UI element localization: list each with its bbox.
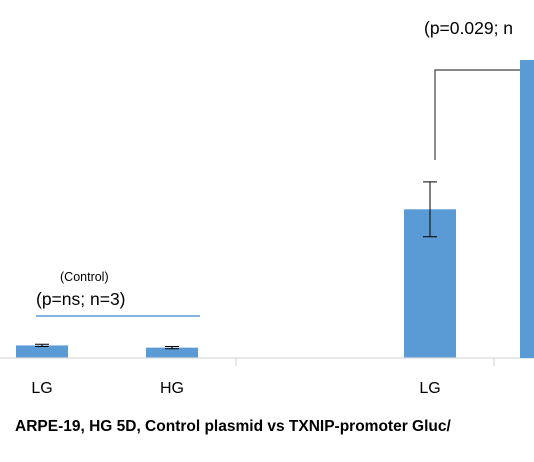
bar-partial (520, 60, 534, 358)
x-tick-label: LG (419, 380, 440, 397)
x-tick-label: LG (31, 380, 52, 397)
error-bars-layer (35, 181, 437, 350)
error-bar (35, 343, 49, 348)
x-tick-label: HG (160, 380, 184, 397)
error-bar (423, 181, 437, 238)
chart-title: ARPE-19, HG 5D, Control plasmid vs TXNIP… (15, 418, 451, 435)
bar (16, 345, 68, 358)
error-bar (165, 346, 179, 350)
x-tick-labels: LG HG LG (31, 380, 440, 397)
bar (146, 347, 198, 358)
txnip-stat-label: (p=0.029; n (424, 18, 513, 38)
significance-bracket (434, 69, 534, 160)
control-stat-label: (p=ns; n=3) (36, 289, 126, 309)
control-label: (Control) (60, 270, 109, 284)
